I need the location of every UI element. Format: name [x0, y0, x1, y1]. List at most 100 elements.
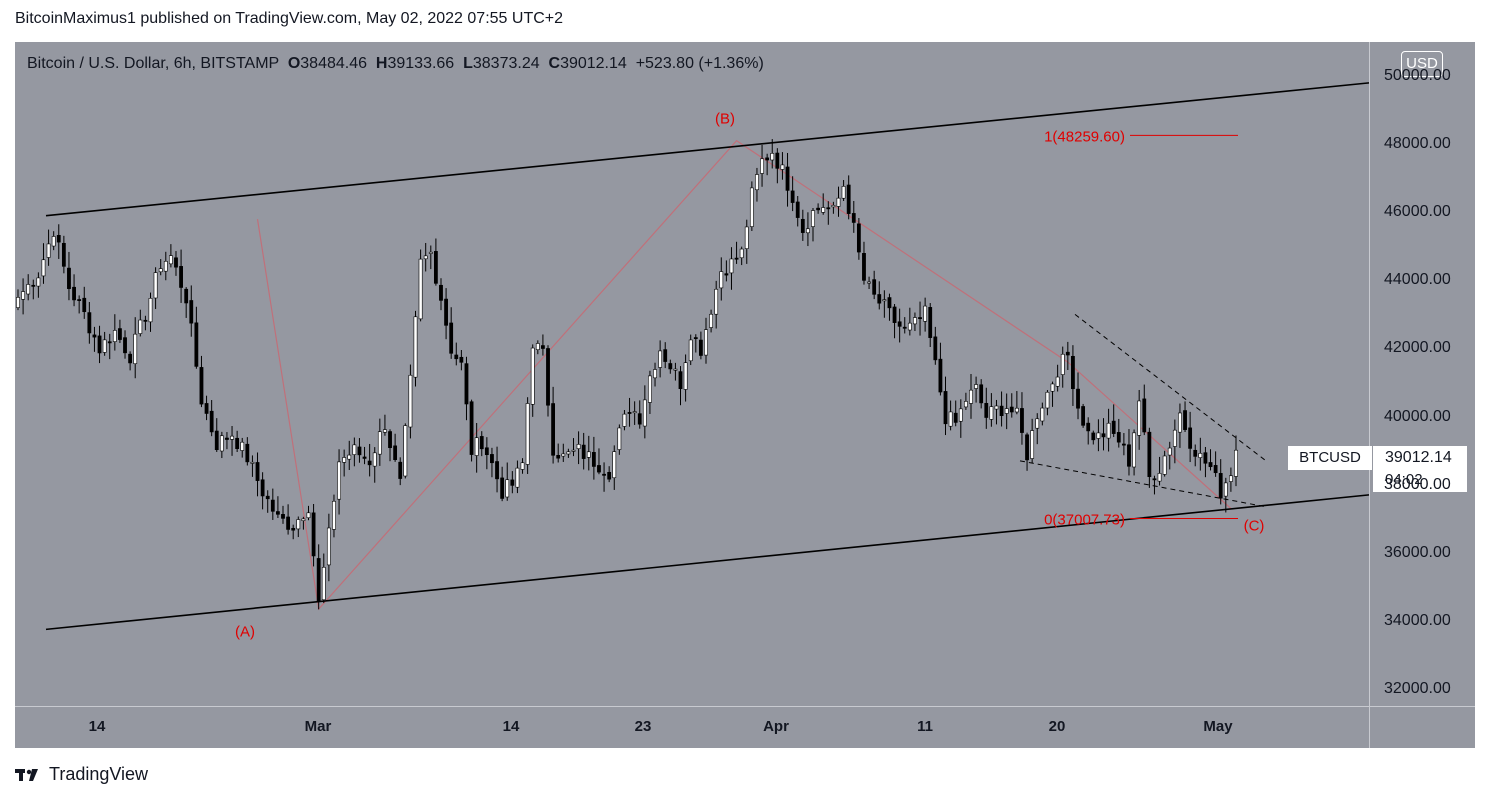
- candle-down: [938, 358, 943, 393]
- candle-down: [128, 353, 133, 364]
- price-axis[interactable]: [1369, 42, 1475, 706]
- candle-down: [1020, 408, 1024, 433]
- candle-up: [1162, 455, 1167, 475]
- candle-up: [1060, 353, 1065, 375]
- candle-up: [561, 453, 566, 457]
- candle-down: [286, 516, 291, 530]
- wedge-lower-line: [1019, 460, 1267, 508]
- candle-down: [928, 307, 933, 338]
- candle-down: [367, 460, 372, 466]
- candle-down: [1203, 452, 1208, 464]
- candle-down: [698, 339, 703, 356]
- candle-down: [668, 363, 673, 370]
- price-tick-label: 34000.00: [1384, 611, 1451, 629]
- candle-up: [377, 431, 382, 455]
- candle-down: [892, 306, 897, 323]
- candle-up: [1157, 473, 1162, 482]
- candle-down: [775, 152, 780, 169]
- candle-down: [510, 479, 515, 486]
- candle-up: [250, 461, 255, 464]
- chart-frame[interactable]: [15, 42, 1474, 747]
- candle-up: [780, 164, 785, 170]
- candle-up: [1030, 430, 1035, 459]
- candle-up: [520, 462, 525, 470]
- bar-countdown: 04:02: [1385, 471, 1423, 488]
- candle-up: [326, 527, 331, 566]
- candle-up: [811, 210, 815, 227]
- candle-up: [148, 298, 153, 323]
- candle-up: [347, 454, 352, 460]
- candle-up: [332, 500, 336, 530]
- candle-up: [296, 519, 301, 530]
- candle-down: [500, 477, 505, 499]
- candle-up: [958, 408, 963, 422]
- candle-up: [688, 339, 693, 362]
- candle-up: [867, 281, 871, 284]
- candle-down: [204, 403, 209, 414]
- time-tick-label: May: [1203, 718, 1233, 735]
- candle-up: [301, 518, 306, 521]
- candle-up: [158, 268, 163, 273]
- candle-down: [199, 367, 204, 405]
- candle-down: [724, 273, 729, 276]
- candle-down: [856, 223, 861, 253]
- candle-down: [1121, 443, 1126, 446]
- candle-up: [1004, 408, 1009, 414]
- candle-up: [321, 566, 326, 601]
- candle-down: [433, 251, 438, 284]
- candle-down: [607, 471, 612, 480]
- wedge-upper-line: [1074, 314, 1267, 462]
- candle-down: [479, 436, 484, 450]
- candle-up: [821, 207, 826, 213]
- candle-up: [729, 258, 734, 274]
- low-label: L: [463, 55, 473, 72]
- candle-down: [897, 321, 902, 327]
- candle-up: [806, 228, 810, 234]
- time-axis[interactable]: [15, 706, 1369, 748]
- candle-down: [495, 461, 499, 480]
- candle-up: [576, 444, 581, 449]
- candle-up: [714, 288, 719, 315]
- candle-down: [1193, 449, 1198, 457]
- candle-down: [877, 294, 882, 304]
- candle-up: [1096, 432, 1101, 439]
- candle-up: [571, 449, 576, 452]
- candle-up: [653, 369, 657, 379]
- candle-up: [342, 457, 347, 463]
- candle-up: [913, 317, 917, 325]
- candle-down: [270, 499, 275, 512]
- candle-up: [1234, 449, 1238, 477]
- candle-down: [581, 444, 586, 459]
- candle-up: [673, 368, 678, 371]
- high-label: H: [375, 55, 388, 72]
- candle-down: [984, 402, 989, 418]
- axis-corner: [1369, 706, 1475, 748]
- candle-up: [1040, 407, 1045, 422]
- candle-down: [454, 354, 459, 360]
- candle-up: [408, 374, 413, 428]
- candle-down: [556, 455, 561, 459]
- candle-up: [474, 437, 479, 456]
- candle-up: [505, 479, 510, 498]
- candle-up: [969, 389, 973, 404]
- tradingview-logo[interactable]: TradingView: [15, 764, 148, 785]
- candle-up: [1014, 407, 1019, 413]
- candle-down: [933, 336, 938, 361]
- candle-down: [1116, 432, 1121, 443]
- candle-down: [663, 349, 668, 362]
- candle-down: [1076, 388, 1080, 409]
- candle-up: [770, 153, 775, 161]
- low-value: 38373.24: [472, 55, 540, 72]
- candle-down: [591, 452, 596, 467]
- currency-button[interactable]: USD: [1401, 51, 1443, 77]
- candle-down: [439, 284, 443, 301]
- candle-down: [444, 298, 448, 326]
- candle-down: [97, 335, 102, 354]
- time-tick-label: Mar: [304, 718, 332, 735]
- candle-down: [602, 473, 606, 476]
- candle-down: [1071, 355, 1075, 390]
- candle-up: [683, 362, 688, 390]
- candle-down: [734, 257, 739, 260]
- candle-down: [484, 447, 489, 456]
